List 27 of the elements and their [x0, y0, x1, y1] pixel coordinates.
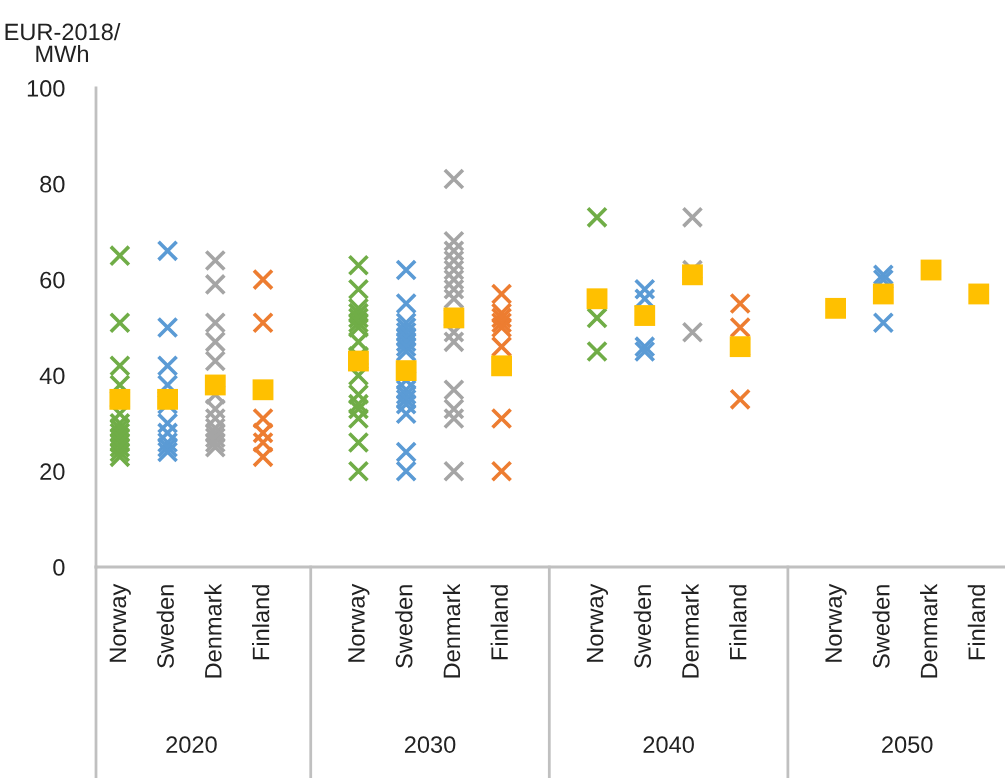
text: 2020 — [166, 736, 217, 753]
y-tick-label: 80 — [40, 175, 65, 193]
y-tick-label: 60 — [40, 271, 65, 289]
text: 2050 — [882, 736, 933, 753]
text: 2040 — [643, 736, 694, 753]
x-tick-label: Sweden — [395, 585, 413, 668]
x-tick-label: Norway — [825, 583, 847, 662]
x-tick-label: Finland — [490, 585, 508, 660]
x-tick-label: Finland — [967, 585, 986, 660]
x-tick-label: Norway — [586, 583, 609, 662]
y-tick-label: 40 — [39, 367, 65, 385]
y-tick-label: 100 — [27, 80, 65, 97]
x-tick-label: Denmark — [920, 583, 938, 678]
y-tick-label: 0 — [53, 559, 65, 576]
x-tick-label: Norway — [109, 583, 131, 662]
y-axis-title: EUR-2018/ MWh — [5, 22, 121, 63]
x-tick-label: Denmark — [442, 583, 461, 678]
x-tick-label: Norway — [348, 583, 370, 662]
x-tick-label: Sweden — [633, 585, 652, 668]
text: 2030 — [404, 736, 456, 753]
x-tick-label: Sweden — [872, 585, 890, 668]
y-tick-label: 20 — [40, 463, 65, 480]
x-tick-label: Denmark — [204, 583, 222, 678]
x-tick-label: Finland — [252, 585, 270, 660]
x-tick-label: Finland — [729, 585, 747, 660]
x-tick-label: Sweden — [156, 585, 174, 668]
x-tick-label: Denmark — [681, 583, 699, 678]
